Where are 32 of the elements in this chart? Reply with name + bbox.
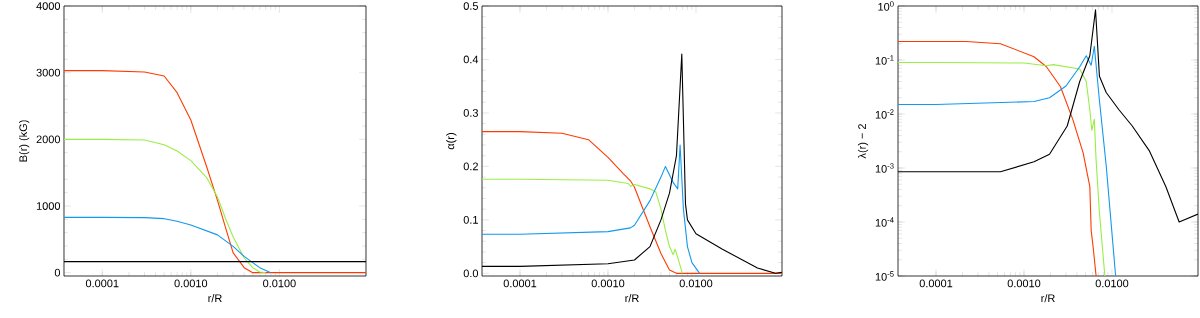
y-tick-label: 10$^{0}$ — [878, 1, 894, 11]
y-axis-title: λ(r) − 2 — [857, 124, 869, 159]
y-tick-label: 0.1 — [463, 215, 478, 224]
x-axis-title: r/R — [625, 294, 639, 303]
y-tick-label: 0.2 — [463, 162, 478, 171]
y-tick-label: 3000 — [36, 68, 61, 77]
y-tick-label: 0.0 — [463, 269, 479, 278]
x-tick-label: 0.0100 — [1095, 279, 1129, 288]
y-tick-label: 1000 — [36, 202, 61, 210]
x-tick-label: 0.0001 — [85, 279, 119, 288]
x-axis-title: r/R — [1041, 294, 1055, 303]
y-tick-label: 10$^{-5}$ — [875, 271, 894, 281]
y-tick-label: 10$^{-1}$ — [875, 55, 894, 65]
y-tick-label: 10$^{-3}$ — [875, 163, 894, 173]
x-tick-label: 0.0001 — [919, 279, 953, 288]
y-tick-label: 0.4 — [463, 55, 479, 64]
y-tick-label: 2000 — [36, 135, 61, 144]
y-axis-title: B(r) (kG) — [19, 120, 30, 162]
x-tick-label: 0.0010 — [174, 279, 208, 288]
y-tick-label: 0 — [54, 268, 61, 277]
x-tick-label: 0.0010 — [591, 279, 625, 288]
y-tick-label: 0.5 — [463, 2, 479, 10]
y-tick-label: 0.3 — [463, 109, 478, 117]
x-axis-title: r/R — [208, 294, 222, 303]
x-tick-label: 0.0010 — [1007, 279, 1041, 288]
x-tick-label: 0.0100 — [263, 279, 296, 288]
y-tick-label: 10$^{-4}$ — [875, 217, 894, 227]
y-tick-label: 4000 — [36, 2, 61, 10]
y-tick-label: 10$^{-2}$ — [875, 109, 894, 119]
x-tick-label: 0.0001 — [503, 279, 537, 288]
y-axis-title: α(r) — [446, 133, 457, 150]
x-tick-label: 0.0100 — [679, 279, 713, 288]
